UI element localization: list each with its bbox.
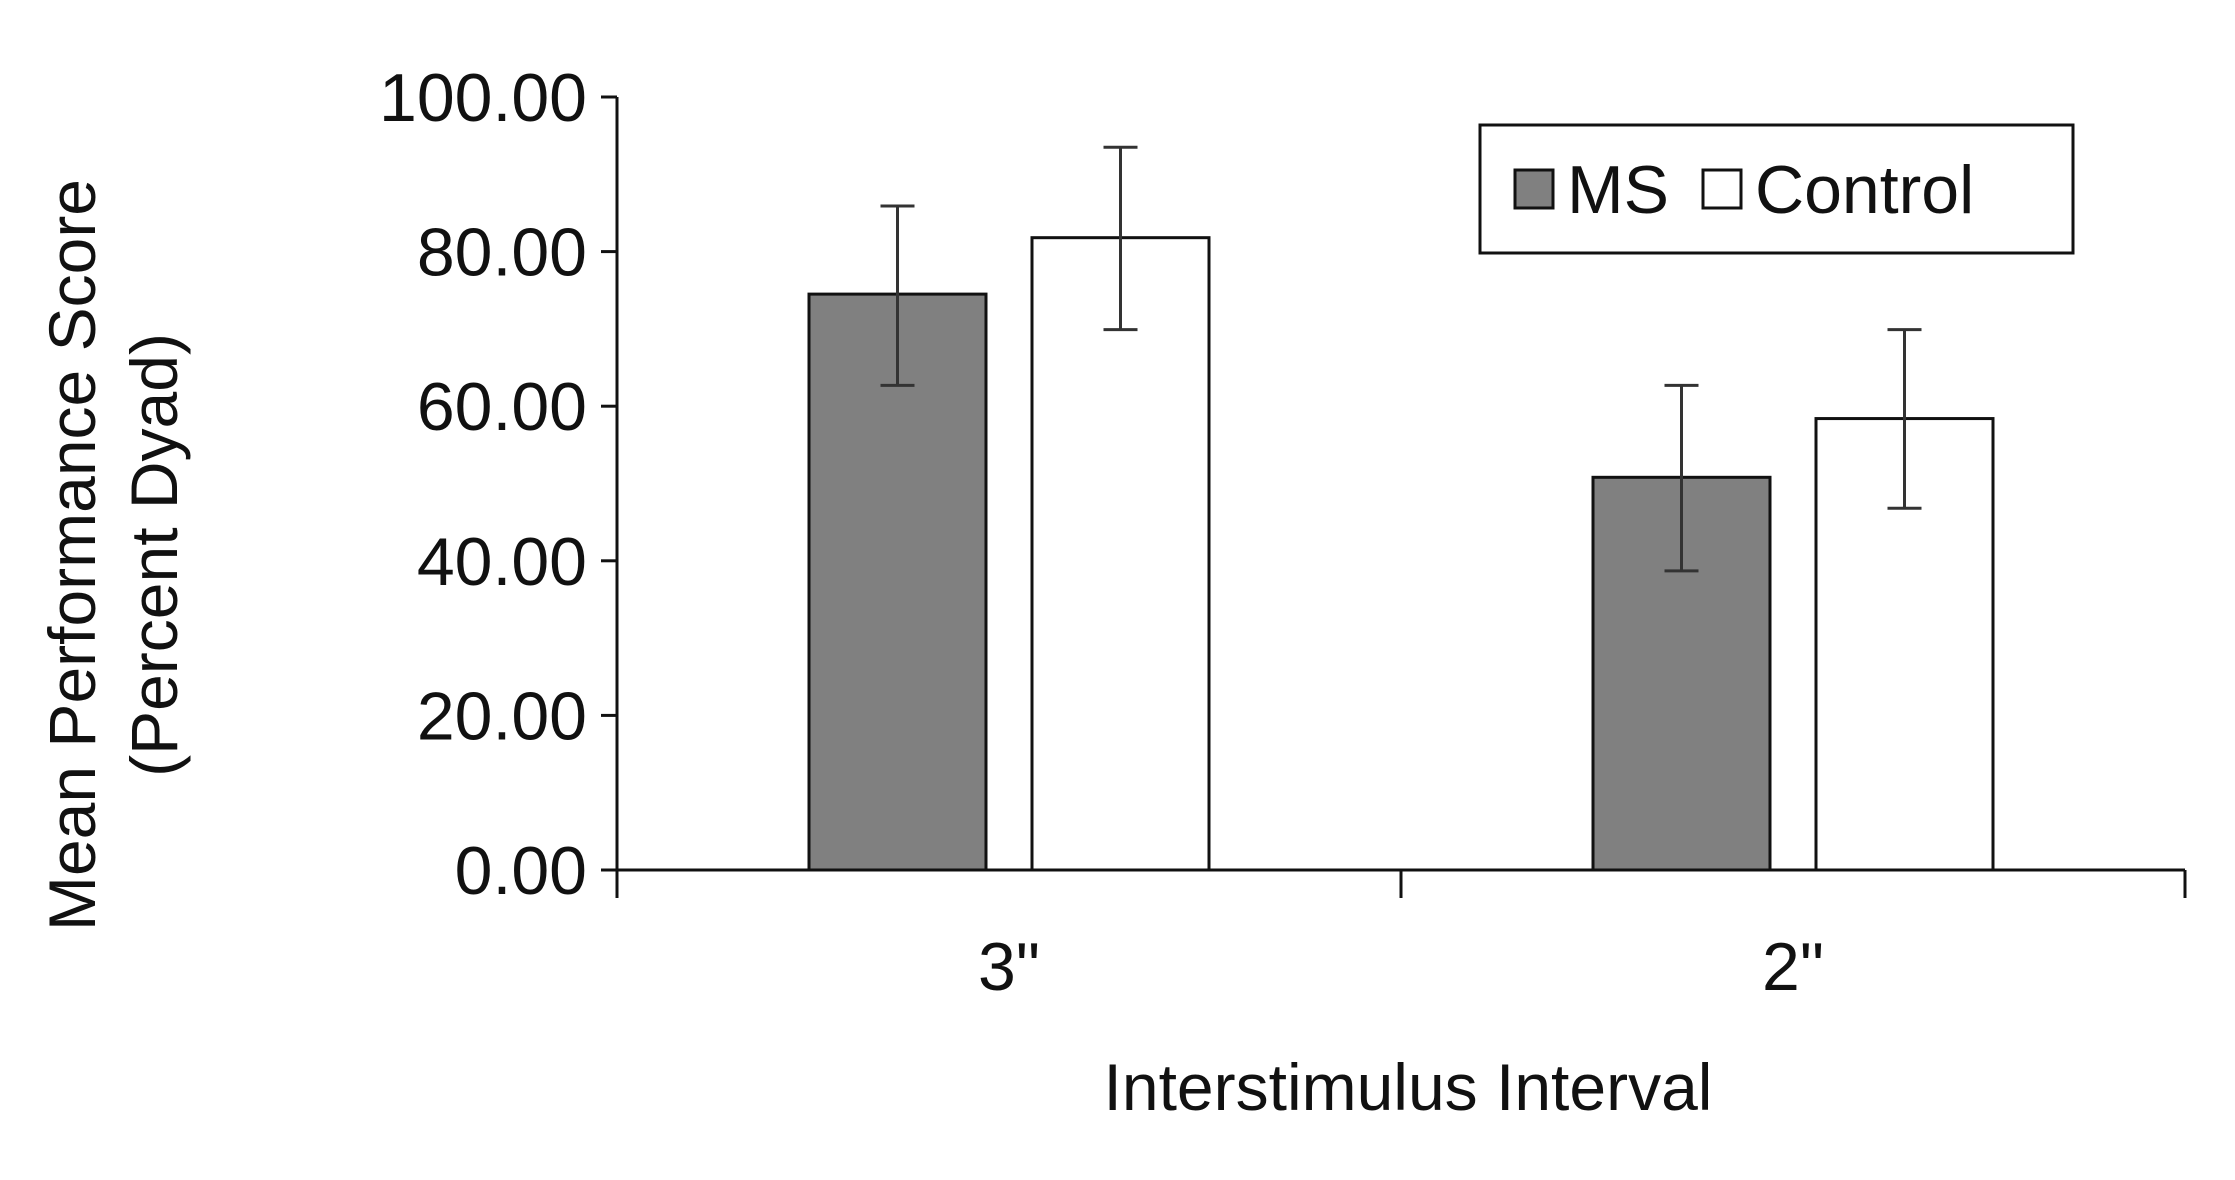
legend-swatch-ms: [1513, 168, 1555, 210]
legend-swatch-control: [1701, 168, 1743, 210]
x-tick-label: 3": [978, 929, 1040, 1005]
x-tick-label: 2": [1762, 929, 1824, 1005]
bar-ms: [807, 292, 988, 872]
legend: MS Control: [1478, 123, 2075, 255]
y-axis: 0.00 20.00 40.00 60.00 80.00 100.00: [379, 60, 619, 909]
y-tick-label: 80.00: [417, 215, 587, 291]
legend-label-ms: MS: [1567, 152, 1669, 228]
y-tick-label: 100.00: [379, 60, 587, 136]
y-axis-label-line-2: (Percent Dyad): [117, 333, 191, 777]
error-bars: [880, 145, 1922, 573]
y-tick-label: 0.00: [455, 833, 587, 909]
y-tick-label: 40.00: [417, 524, 587, 600]
y-tick-label: 20.00: [417, 678, 587, 754]
legend-label-control: Control: [1755, 152, 1974, 228]
y-axis-label-line-1: Mean Performance Score: [35, 179, 109, 931]
bars: [807, 236, 1995, 872]
y-tick-label: 60.00: [417, 369, 587, 445]
legend-box: [1478, 123, 2075, 255]
x-axis: 3" 2": [615, 868, 2187, 1005]
x-axis-label: Interstimulus Interval: [1104, 1050, 1713, 1124]
bar-control: [1030, 236, 1211, 872]
